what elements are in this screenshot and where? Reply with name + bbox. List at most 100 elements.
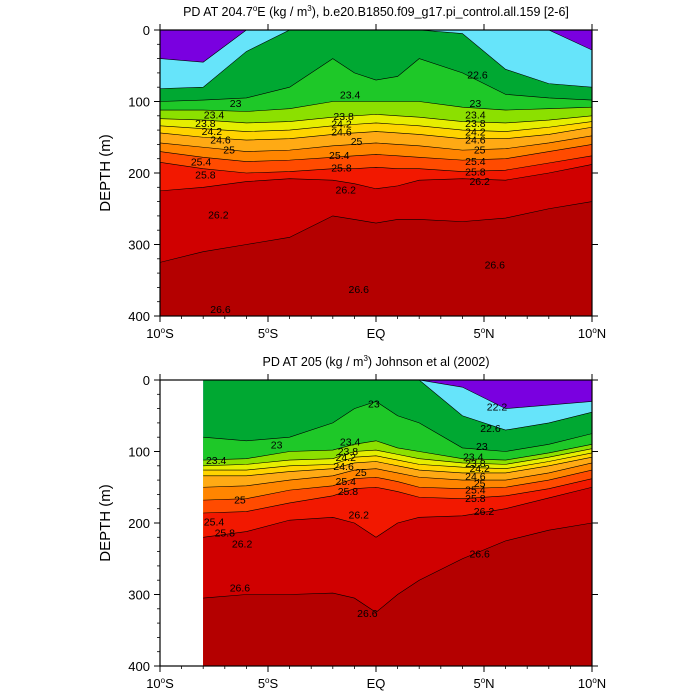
contour-label: 24.6 xyxy=(331,127,352,139)
isopycnal-line xyxy=(160,155,592,174)
isopycnal-line xyxy=(203,401,592,452)
isopycnal-line xyxy=(203,462,592,488)
top-isopycnal-lines xyxy=(160,30,592,263)
contour-label: 26.2 xyxy=(349,509,370,521)
y-tick-label: 400 xyxy=(128,659,150,674)
contour-label: 23 xyxy=(470,98,482,110)
y-tick-label: 100 xyxy=(128,95,150,110)
bottom-isopycnal-lines xyxy=(203,380,592,613)
isopycnal-line xyxy=(160,58,592,102)
isopycnal-line xyxy=(203,478,592,514)
y-tick-label: 300 xyxy=(128,238,150,253)
contour-label: 24.2 xyxy=(202,126,223,138)
contour-label: 23.4 xyxy=(465,109,486,121)
contour-label: 23.4 xyxy=(206,455,227,467)
isopycnal-line xyxy=(203,486,592,538)
contour-label: 25.8 xyxy=(195,169,216,181)
contour-label: 25 xyxy=(474,478,486,490)
contour-label: 26.2 xyxy=(474,506,495,518)
bottom-panel: PD AT 205 (kg / m3) Johnson et al (2002)… xyxy=(97,354,606,691)
contour-label: 25.4 xyxy=(336,476,357,488)
contour-label: 23.8 xyxy=(338,446,359,458)
contour-label: 23.8 xyxy=(333,111,354,123)
x-tick-label: 5oN xyxy=(473,326,494,341)
contour-label: 24.2 xyxy=(331,119,352,131)
contour-label: 25.8 xyxy=(465,167,486,179)
y-tick-label: 0 xyxy=(143,23,150,38)
x-tick-label: EQ xyxy=(367,676,386,691)
x-tick-label: 5oS xyxy=(258,676,279,691)
contour-label: 26.6 xyxy=(210,304,231,316)
y-tick-label: 400 xyxy=(128,309,150,324)
isopycnal-line xyxy=(203,456,592,477)
contour-label: 23.4 xyxy=(204,109,225,121)
contour-label: 25 xyxy=(355,467,367,479)
x-tick-label: 5oS xyxy=(258,326,279,341)
contour-label: 24.6 xyxy=(333,461,354,473)
contour-label: 26.2 xyxy=(208,209,229,221)
contour-label: 23 xyxy=(368,399,380,411)
y-tick-label: 0 xyxy=(143,373,150,388)
x-tick-label: 10oN xyxy=(578,326,606,341)
contour-label: 24.2 xyxy=(465,127,486,139)
isopycnal-line xyxy=(160,30,592,89)
bottom-axes: 0 100 200 300 400 10oS 5oS EQ 5oN 10oN xyxy=(128,373,606,691)
bottom-title: PD AT 205 (kg / m3) Johnson et al (2002) xyxy=(262,354,489,369)
contour-label: 24.6 xyxy=(465,134,486,146)
contour-label: 22.6 xyxy=(480,423,501,435)
y-tick-label: 100 xyxy=(128,445,150,460)
contour-label: 23.8 xyxy=(195,118,216,130)
contour-label: 25.4 xyxy=(465,484,486,496)
contour-label: 25.4 xyxy=(465,156,486,168)
contour-label: 26.6 xyxy=(230,582,251,594)
contour-label: 22.6 xyxy=(467,69,488,81)
y-tick-label: 200 xyxy=(128,166,150,181)
isopycnal-line xyxy=(160,164,592,192)
contour-label: 25.8 xyxy=(338,486,359,498)
isopycnal-line xyxy=(203,380,592,431)
isopycnal-line xyxy=(160,121,592,132)
contour-label: 23 xyxy=(271,439,283,451)
contour-label: 23.4 xyxy=(463,452,484,464)
contour-label: 25 xyxy=(223,144,235,156)
contour-label: 24.2 xyxy=(336,452,357,464)
contour-label: 26.6 xyxy=(485,260,506,272)
x-tick-label: 5oN xyxy=(473,676,494,691)
isopycnal-line xyxy=(160,126,592,141)
contour-label: 22.2 xyxy=(487,401,508,413)
isopycnal-line xyxy=(160,144,592,162)
contour-label: 25 xyxy=(351,136,363,148)
contour-label: 25.4 xyxy=(191,157,212,169)
top-axes: 0 100 200 300 400 10oS 5oS EQ 5oN 10oN xyxy=(128,23,606,341)
y-tick-label: 300 xyxy=(128,588,150,603)
top-plot-area xyxy=(160,30,592,316)
contour-label: 23.8 xyxy=(465,118,486,130)
isopycnal-line xyxy=(203,440,592,461)
density-band xyxy=(160,201,592,316)
isopycnal-line xyxy=(203,380,592,409)
contour-label: 23.4 xyxy=(340,436,361,448)
contour-label: 25.8 xyxy=(465,493,486,505)
isopycnal-line xyxy=(160,135,592,152)
isopycnal-line xyxy=(160,201,592,263)
contour-label: 26.2 xyxy=(232,539,253,551)
x-tick-label: 10oN xyxy=(578,676,606,691)
density-band xyxy=(203,523,592,666)
contour-label: 24.2 xyxy=(469,463,490,475)
contour-label: 26.6 xyxy=(469,549,490,561)
contour-label: 25 xyxy=(234,494,246,506)
contour-label: 25 xyxy=(474,144,486,156)
contour-label: 25.4 xyxy=(329,150,350,162)
isopycnal-line xyxy=(160,114,592,124)
contour-label: 23.8 xyxy=(465,458,486,470)
x-tick-label: 10oS xyxy=(146,326,174,341)
isopycnal-line xyxy=(203,452,592,471)
y-tick-label: 200 xyxy=(128,516,150,531)
contour-label: 23.4 xyxy=(340,89,361,101)
isopycnal-line xyxy=(203,522,592,613)
contour-label: 26.6 xyxy=(357,608,378,620)
isopycnal-line xyxy=(160,101,592,112)
top-title: PD AT 204.7oE (kg / m3), b.e20.B1850.f09… xyxy=(183,4,569,19)
